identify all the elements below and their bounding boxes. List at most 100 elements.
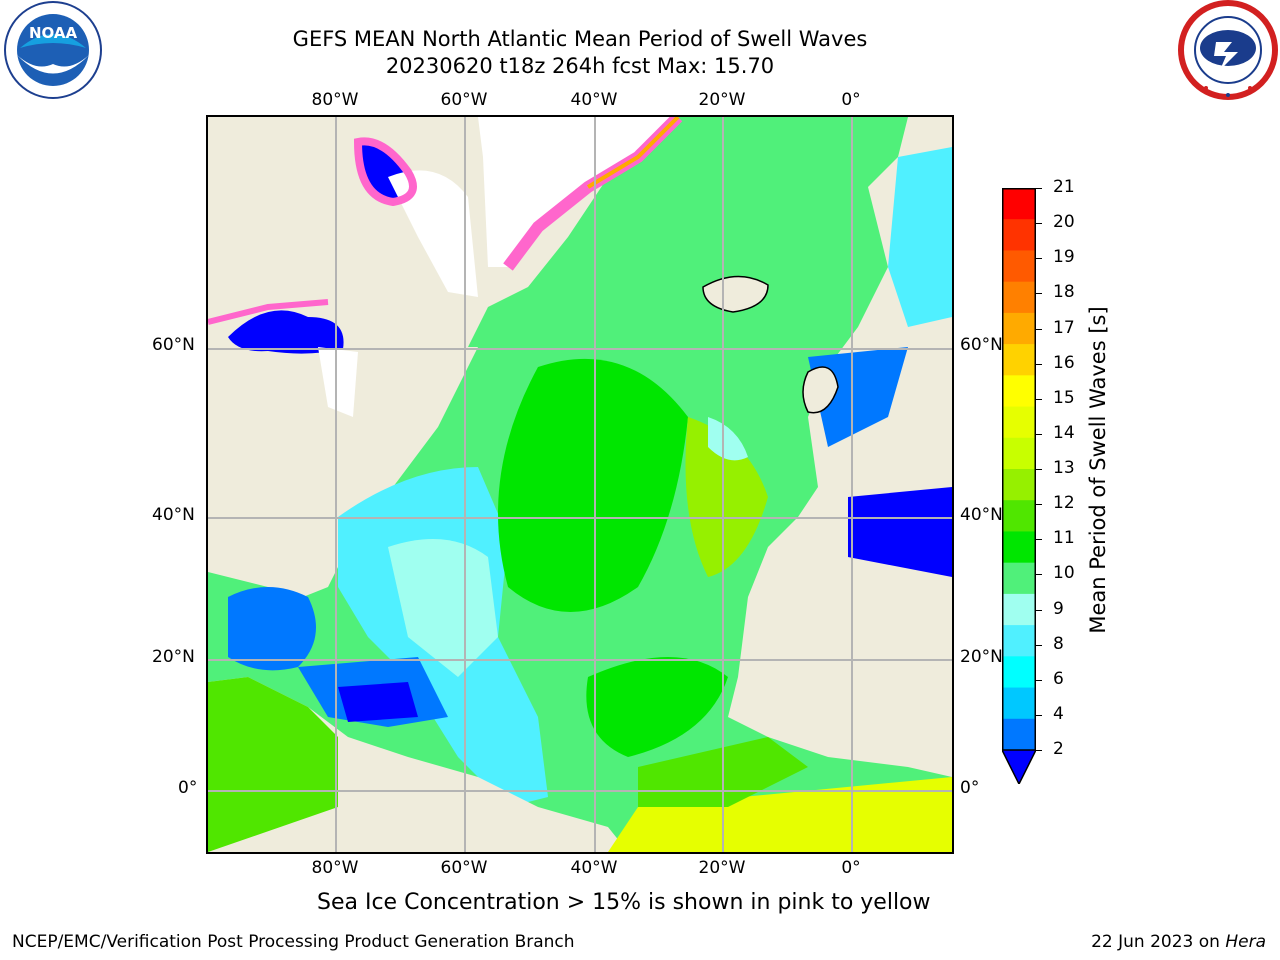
colorbar-segment <box>1002 625 1036 657</box>
noaa-logo: NOAA <box>0 0 106 100</box>
sea-ice-note: Sea Ice Concentration > 15% is shown in … <box>317 890 931 915</box>
colorbar-segment <box>1002 219 1036 251</box>
colorbar-segment <box>1002 593 1036 626</box>
north-america-land <box>208 347 478 597</box>
lon-label-bottom: 40°W <box>570 858 618 878</box>
colorbar-label: Mean Period of Swell Waves [s] <box>1086 306 1110 634</box>
colorbar-segment <box>1002 531 1036 564</box>
colorbar-segment <box>1002 312 1036 345</box>
colorbar-tick-label: 15 <box>1053 387 1075 408</box>
mid-atlantic-long-period <box>498 358 688 612</box>
colorbar-tick-label: 2 <box>1053 739 1064 759</box>
map-canvas <box>208 117 952 852</box>
colorbar-tick-label: 9 <box>1053 598 1064 619</box>
colorbar-segment <box>1002 344 1036 376</box>
colorbar-segment <box>1002 375 1036 408</box>
footer-machine: Hera <box>1225 932 1266 952</box>
lat-label-right: 40°N <box>960 505 1003 525</box>
ice-edge-baffin <box>353 137 417 207</box>
colorbar-segment <box>1002 281 1036 314</box>
lon-label-bottom: 80°W <box>311 858 359 878</box>
colorbar <box>1002 188 1036 784</box>
lon-label-top: 80°W <box>311 90 359 110</box>
western-atlantic-light <box>388 539 498 677</box>
colorbar-segment <box>1002 188 1036 220</box>
colorbar-tick-label: 10 <box>1053 563 1075 584</box>
colorbar-segment <box>1002 469 1036 501</box>
colorbar-tick-mark <box>1036 539 1042 541</box>
lon-label-bottom: 20°W <box>698 858 746 878</box>
colorbar-tick-label: 6 <box>1053 668 1064 689</box>
south-america-field <box>208 677 338 852</box>
colorbar-segment <box>1002 687 1036 720</box>
lon-label-bottom: 0° <box>841 858 861 878</box>
chart-subtitle: 20230620 t18z 264h fcst Max: 15.70 <box>385 54 775 78</box>
lon-label-top: 0° <box>841 90 861 110</box>
colorbar-segment <box>1002 500 1036 532</box>
colorbar-tick-label: 13 <box>1053 458 1075 478</box>
hudson-bay <box>228 310 344 354</box>
gulf-of-mexico <box>228 587 316 671</box>
iceland <box>702 275 769 313</box>
colorbar-tick-label: 14 <box>1053 422 1075 443</box>
colorbar-tick-mark <box>1036 258 1042 260</box>
map-panel <box>206 115 954 854</box>
lat-label-left: 40°N <box>152 505 195 525</box>
lat-label-right: 20°N <box>960 647 1003 667</box>
colorbar-segment <box>1002 562 1036 595</box>
footer-credit: NCEP/EMC/Verification Post Processing Pr… <box>12 932 575 952</box>
greenland-ice <box>388 170 478 297</box>
colorbar-tick-mark <box>1036 574 1042 576</box>
colorbar-tick-mark <box>1036 328 1042 330</box>
colorbar-tick-mark <box>1036 750 1042 751</box>
colorbar-tick-mark <box>1036 609 1042 611</box>
colorbar-tick-mark <box>1036 293 1042 295</box>
colorbar-tick-mark <box>1036 714 1042 716</box>
colorbar-segment <box>1002 437 1036 470</box>
lat-label-right: 0° <box>960 778 980 798</box>
colorbar-segment <box>1002 406 1036 439</box>
colorbar-tick-label: 20 <box>1053 212 1075 233</box>
colorbar-tick-label: 8 <box>1053 633 1064 654</box>
colorbar-extend-triangle <box>1002 749 1036 784</box>
colorbar-segment <box>1002 656 1036 689</box>
lon-label-top: 60°W <box>440 90 488 110</box>
ice-region-labrador <box>318 347 358 417</box>
colorbar-segment <box>1002 250 1036 283</box>
lon-label-bottom: 60°W <box>440 858 488 878</box>
colorbar-tick-mark <box>1036 644 1042 646</box>
chart-title: GEFS MEAN North Atlantic Mean Period of … <box>292 27 868 51</box>
lat-label-right: 60°N <box>960 335 1003 355</box>
gulf-of-guinea-long-period <box>608 777 952 852</box>
lon-label-top: 20°W <box>698 90 746 110</box>
colorbar-tick-mark <box>1036 398 1042 400</box>
footer-date: 22 Jun 2023 on Hera <box>1091 932 1266 952</box>
lat-label-left: 20°N <box>152 647 195 667</box>
colorbar-segment <box>1002 718 1036 751</box>
colorbar-tick-mark <box>1036 433 1042 435</box>
lat-label-left: 60°N <box>152 335 195 355</box>
colorbar-tick-label: 12 <box>1053 493 1075 514</box>
british-isles <box>802 366 839 414</box>
colorbar-tick-mark <box>1036 188 1042 189</box>
colorbar-tick-label: 18 <box>1053 282 1075 303</box>
footer-date-text: 22 Jun 2023 on <box>1091 932 1226 952</box>
lon-label-top: 40°W <box>570 90 618 110</box>
mediterranean-sea <box>848 487 952 577</box>
norwegian-sea <box>888 147 952 327</box>
graticule <box>208 117 952 852</box>
colorbar-tick-mark <box>1036 469 1042 470</box>
colorbar-tick-label: 16 <box>1053 352 1075 373</box>
colorbar-tick-label: 17 <box>1053 317 1075 338</box>
colorbar-tick-label: 21 <box>1053 177 1075 197</box>
colorbar-tick-mark <box>1036 363 1042 365</box>
colorbar-tick-label: 4 <box>1053 703 1064 724</box>
colorbar-tick-label: 19 <box>1053 247 1075 268</box>
colorbar-tick-mark <box>1036 223 1042 225</box>
lat-label-left: 0° <box>178 778 198 798</box>
colorbar-tick-mark <box>1036 504 1042 506</box>
colorbar-tick-mark <box>1036 679 1042 681</box>
nws-logo <box>1176 0 1280 100</box>
colorbar-outline <box>1002 188 1036 750</box>
colorbar-tick-label: 11 <box>1053 528 1075 549</box>
